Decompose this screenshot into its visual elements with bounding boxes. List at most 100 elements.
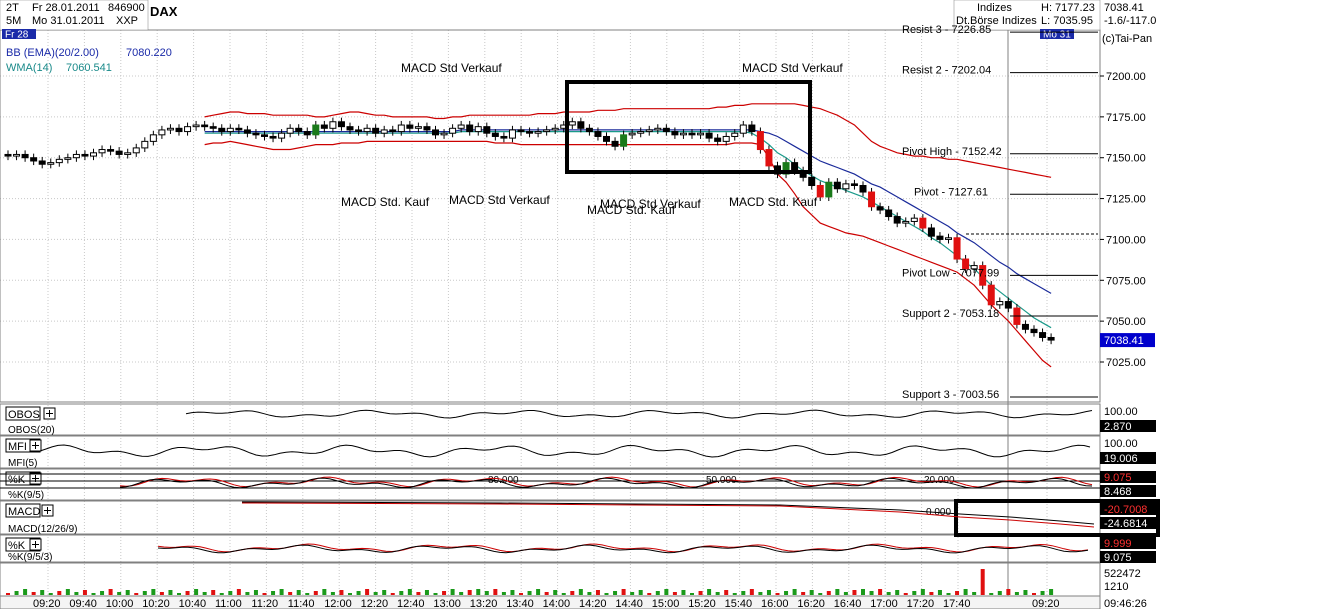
volume-bar [484, 591, 489, 595]
x-tick-label: 09:20 [1032, 598, 1060, 609]
volume-bar [809, 590, 814, 595]
candle-body [568, 121, 576, 126]
volume-bar [467, 590, 472, 595]
candle-body [30, 157, 38, 162]
annotation-label: MACD Std. Kauf [729, 195, 818, 209]
y-tick-label: 7150.00 [1106, 153, 1146, 165]
subpanel-name: %K [8, 474, 26, 486]
candle-body [543, 129, 551, 133]
highlight-box-main [565, 80, 812, 174]
candle-body [389, 129, 397, 133]
candle-body [756, 131, 764, 151]
volume-bar [578, 589, 583, 595]
candle-body [175, 127, 183, 133]
candle-body [81, 153, 89, 157]
subpanel-value2: -24.6814 [1104, 518, 1147, 530]
annotation-label: MACD Std Verkauf [600, 197, 701, 211]
volume-bar [194, 589, 199, 595]
candle-body [628, 132, 636, 136]
candle-body [474, 126, 482, 133]
volume-bar [305, 593, 310, 595]
candle-body [508, 129, 516, 139]
wma-value: 7060.541 [66, 62, 112, 74]
stoch2-k-line [157, 543, 1089, 553]
volume-bar [852, 590, 857, 595]
mfi-line [39, 444, 1091, 458]
candle-body [491, 132, 499, 137]
volume-bar [339, 590, 344, 595]
volume-bar [741, 591, 746, 595]
candle-body [38, 160, 46, 165]
y-tick-label: 7125.00 [1106, 194, 1146, 206]
candle-body [286, 127, 294, 134]
candle-body [329, 121, 337, 129]
subpanel-value-tag [1100, 517, 1156, 529]
volume-bar [690, 593, 694, 595]
volume-bar [57, 591, 62, 595]
candle-body [432, 129, 439, 136]
y-tick-label: 7075.00 [1106, 275, 1146, 287]
macd-signal-line [241, 502, 1095, 528]
volume-bar [758, 592, 763, 595]
volume-bar [322, 589, 327, 595]
subpanel-label: %K(9/5/3) [8, 552, 52, 563]
volume-bar [228, 591, 233, 595]
candle-body [1039, 332, 1047, 338]
subpanel-value-tag [1100, 420, 1156, 432]
volume-bar [6, 593, 10, 595]
x-tick-label: 10:40 [179, 598, 207, 609]
volume-bar [869, 591, 874, 595]
volume-bar [236, 589, 241, 595]
volume-bar [416, 592, 421, 595]
candle-body [406, 124, 414, 129]
candle-body [107, 149, 115, 152]
time-axis: 09:20 09:40 10:00 10:20 10:40 11:00 11:20 11:40… [0, 595, 1147, 609]
volume-bar [613, 591, 618, 595]
candle-body [295, 127, 303, 133]
x-tick-label: 14:40 [615, 598, 643, 609]
candle-body [72, 153, 80, 159]
volume-bar [211, 590, 216, 595]
annotation-label: MACD Std. Kauf [341, 195, 430, 209]
volume-bar [185, 591, 190, 595]
volume-bar [510, 590, 515, 595]
candle-body [372, 127, 380, 134]
volume-max-label: 522472 [1104, 568, 1141, 580]
candle-body [688, 132, 696, 136]
candle-body [748, 124, 756, 133]
last-price-tag [1100, 333, 1155, 348]
candle-body [243, 129, 251, 134]
candle-body [953, 237, 961, 260]
group-label: Indizes [977, 2, 1012, 14]
volume-bar [450, 589, 455, 595]
volume-bar [253, 590, 258, 595]
candle-body [850, 183, 858, 186]
volume-bar [442, 591, 447, 595]
volume-bar [553, 590, 558, 595]
candle-body [500, 135, 508, 139]
volume-bar [698, 591, 703, 595]
x-tick-label: 17:40 [943, 598, 971, 609]
candle-body [534, 131, 542, 134]
candle-body [885, 209, 893, 218]
candle-body [637, 131, 645, 134]
volume-bar [82, 590, 87, 595]
subpanel-axis-top: 100.00 [1104, 406, 1138, 418]
volume-bar [843, 592, 848, 595]
x-tick-label: 11:20 [251, 598, 278, 609]
last-price-header: 7038.41 [1104, 2, 1144, 14]
wkn: 846900 [108, 2, 145, 14]
volume-bar [1040, 591, 1045, 595]
volume-bar [886, 592, 891, 595]
candle-body [124, 152, 132, 155]
subpanel-label: MACD(12/26/9) [8, 524, 77, 535]
volume-bar [433, 593, 438, 595]
candle-body [876, 206, 884, 211]
pivot-label: Support 3 - 7003.56 [902, 389, 999, 401]
code: XXP [116, 15, 138, 27]
volume-bar [903, 593, 908, 595]
macd-line [241, 501, 1095, 525]
volume-bar [373, 592, 378, 595]
pivot-label: Pivot Low - 7077.99 [902, 267, 999, 279]
pivot-label: Pivot - 7127.61 [914, 186, 988, 198]
